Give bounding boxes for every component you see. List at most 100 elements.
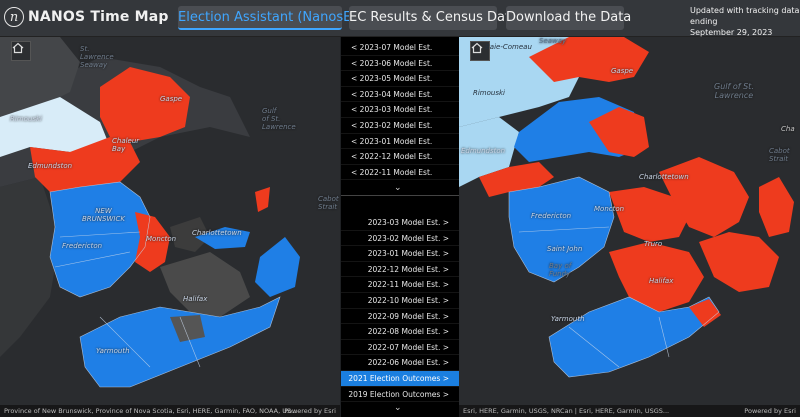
riding-red-north xyxy=(529,37,649,82)
right-model-list: 2023-03 Model Est. >2023-02 Model Est. >… xyxy=(341,215,459,403)
riding-red-cape-breton xyxy=(699,232,779,292)
riding-red-fragment xyxy=(255,187,270,212)
label-yarmouth: Yarmouth xyxy=(96,347,130,355)
riding-light-blue-rimouski xyxy=(459,117,519,187)
riding-gray-small xyxy=(170,217,210,252)
nb-blue xyxy=(50,182,150,297)
home-button[interactable] xyxy=(11,41,31,61)
right-model-item[interactable]: 2022-12 Model Est. > xyxy=(341,262,459,278)
model-selector-panel: < 2023-07 Model Est. < 2023-06 Model Est.… xyxy=(341,37,459,417)
label-cha: Cha xyxy=(781,125,795,133)
label-yarmouth: Yarmouth xyxy=(551,315,585,323)
riding-moncton-red xyxy=(135,212,170,272)
label-halifax: Halifax xyxy=(183,295,208,303)
riding-light-blue xyxy=(0,97,110,157)
right-model-item[interactable]: 2022-06 Model Est. > xyxy=(341,355,459,371)
left-powered-by[interactable]: Powered by Esri xyxy=(284,407,336,415)
right-model-item[interactable]: 2022-07 Model Est. > xyxy=(341,340,459,356)
pei-blue xyxy=(195,227,250,249)
left-model-item[interactable]: < 2023-03 Model Est. xyxy=(341,102,459,118)
left-model-list: < 2023-07 Model Est. < 2023-06 Model Est.… xyxy=(341,40,459,181)
label-baie-comeau: Baie-Comeau xyxy=(485,43,532,51)
left-model-item[interactable]: < 2023-04 Model Est. xyxy=(341,87,459,103)
riding-red-gaspe xyxy=(589,107,649,157)
label-gaspe: Gaspe xyxy=(611,67,634,75)
left-model-item[interactable]: < 2022-12 Model Est. xyxy=(341,149,459,165)
left-model-item[interactable]: < 2023-01 Model Est. xyxy=(341,134,459,150)
label-gulf: Gulf of St. Lawrence xyxy=(262,107,296,131)
home-button[interactable] xyxy=(470,41,490,61)
label-moncton: Moncton xyxy=(594,205,625,213)
chevron-down-icon[interactable]: ⌄ xyxy=(394,183,402,193)
left-model-item[interactable]: < 2022-11 Model Est. xyxy=(341,165,459,181)
label-edmundston: Edmundston xyxy=(28,162,73,170)
right-model-item[interactable]: 2023-01 Model Est. > xyxy=(341,246,459,262)
right-map[interactable]: Baie-Comeau Seaway Rimouski Gaspe Gulf o… xyxy=(459,37,800,417)
label-new-brunswick: NEW BRUNSWICK xyxy=(82,207,125,223)
label-st-lawrence-seaway: St. Lawrence Seaway xyxy=(80,45,114,69)
maine-land xyxy=(0,177,60,357)
nav-election-assistant[interactable]: Election Assistant (NanosEA) xyxy=(178,6,365,30)
left-map[interactable]: St. Lawrence Seaway Gulf of St. Lawrence… xyxy=(0,37,340,417)
riding-red-pei xyxy=(659,157,749,237)
label-moncton: Moncton xyxy=(146,235,177,243)
home-icon xyxy=(471,42,483,54)
left-map-canvas xyxy=(0,37,340,417)
updated-note: Updated with tracking data ending Septem… xyxy=(690,5,800,38)
riding-gray xyxy=(160,252,250,317)
logo: n NANOS Time Map xyxy=(4,7,169,27)
left-model-item[interactable]: < 2023-07 Model Est. xyxy=(341,40,459,56)
right-model-item[interactable]: 2022-09 Model Est. > xyxy=(341,309,459,325)
updated-line2: September 29, 2023 xyxy=(690,28,773,37)
label-cabot: Cabot Strait xyxy=(318,195,339,211)
right-model-item[interactable]: 2022-10 Model Est. > xyxy=(341,293,459,309)
label-fredericton: Fredericton xyxy=(62,242,103,250)
riding-red-edmundston xyxy=(479,162,554,197)
riding-red-cape-north xyxy=(759,177,794,237)
panel-divider xyxy=(341,195,459,196)
label-truro: Truro xyxy=(644,240,663,248)
label-edmundston: Edmundston xyxy=(461,147,506,155)
left-model-item[interactable]: < 2023-02 Model Est. xyxy=(341,118,459,134)
right-map-canvas xyxy=(459,37,800,417)
home-icon xyxy=(12,42,24,54)
nanos-logo-icon: n xyxy=(4,7,24,27)
right-attribution-text: Esri, HERE, Garmin, USGS, NRCan | Esri, … xyxy=(463,407,670,415)
label-gaspe: Gaspe xyxy=(160,95,183,103)
riding-red-truro xyxy=(609,242,704,312)
label-halifax: Halifax xyxy=(649,277,674,285)
right-model-item[interactable]: 2023-02 Model Est. > xyxy=(341,231,459,247)
riding-red-east-nb xyxy=(609,187,689,242)
riding-red-halifax xyxy=(689,299,721,327)
label-fredericton: Fredericton xyxy=(531,212,572,220)
riding-gaspe-red xyxy=(100,67,190,142)
label-gulf: Gulf of St. Lawrence xyxy=(714,82,754,100)
label-seaway: Seaway xyxy=(539,37,567,45)
label-bay-of-fundy: Bay of Fundy xyxy=(549,262,572,278)
label-chaleur: Chaleur Bay xyxy=(112,137,140,153)
right-model-item[interactable]: 2022-08 Model Est. > xyxy=(341,324,459,340)
label-cabot: Cabot Strait xyxy=(769,147,790,163)
right-map-attribution: Esri, HERE, Garmin, USGS, NRCan | Esri, … xyxy=(459,405,800,417)
label-rimouski: Rimouski xyxy=(473,89,505,97)
top-bar: n NANOS Time Map Election Assistant (Nan… xyxy=(0,0,800,37)
right-model-item-selected[interactable]: 2021 Election Outcomes > xyxy=(341,370,459,387)
riding-gray-ns xyxy=(170,315,205,342)
chevron-down-icon-bottom[interactable]: ⌄ xyxy=(394,403,402,413)
left-attribution-text: Province of New Brunswick, Province of N… xyxy=(4,407,298,415)
nav-download-data[interactable]: Download the Data xyxy=(506,6,631,30)
left-map-attribution: Province of New Brunswick, Province of N… xyxy=(0,405,340,417)
right-model-item[interactable]: 2022-11 Model Est. > xyxy=(341,277,459,293)
label-charlottetown: Charlottetown xyxy=(192,229,242,237)
left-model-item[interactable]: < 2023-06 Model Est. xyxy=(341,56,459,72)
right-model-item[interactable]: 2023-03 Model Est. > xyxy=(341,215,459,231)
label-rimouski: Rimouski xyxy=(10,115,42,123)
label-saint-john: Saint John xyxy=(547,245,583,253)
ns-blue xyxy=(549,297,719,377)
label-charlottetown: Charlottetown xyxy=(639,173,689,181)
right-model-item[interactable]: 2019 Election Outcomes > xyxy=(341,387,459,403)
right-powered-by[interactable]: Powered by Esri xyxy=(744,407,796,415)
nav-ec-results[interactable]: EC Results & Census Data xyxy=(349,6,518,30)
left-model-item[interactable]: < 2023-05 Model Est. xyxy=(341,71,459,87)
riding-red-band xyxy=(30,137,140,192)
